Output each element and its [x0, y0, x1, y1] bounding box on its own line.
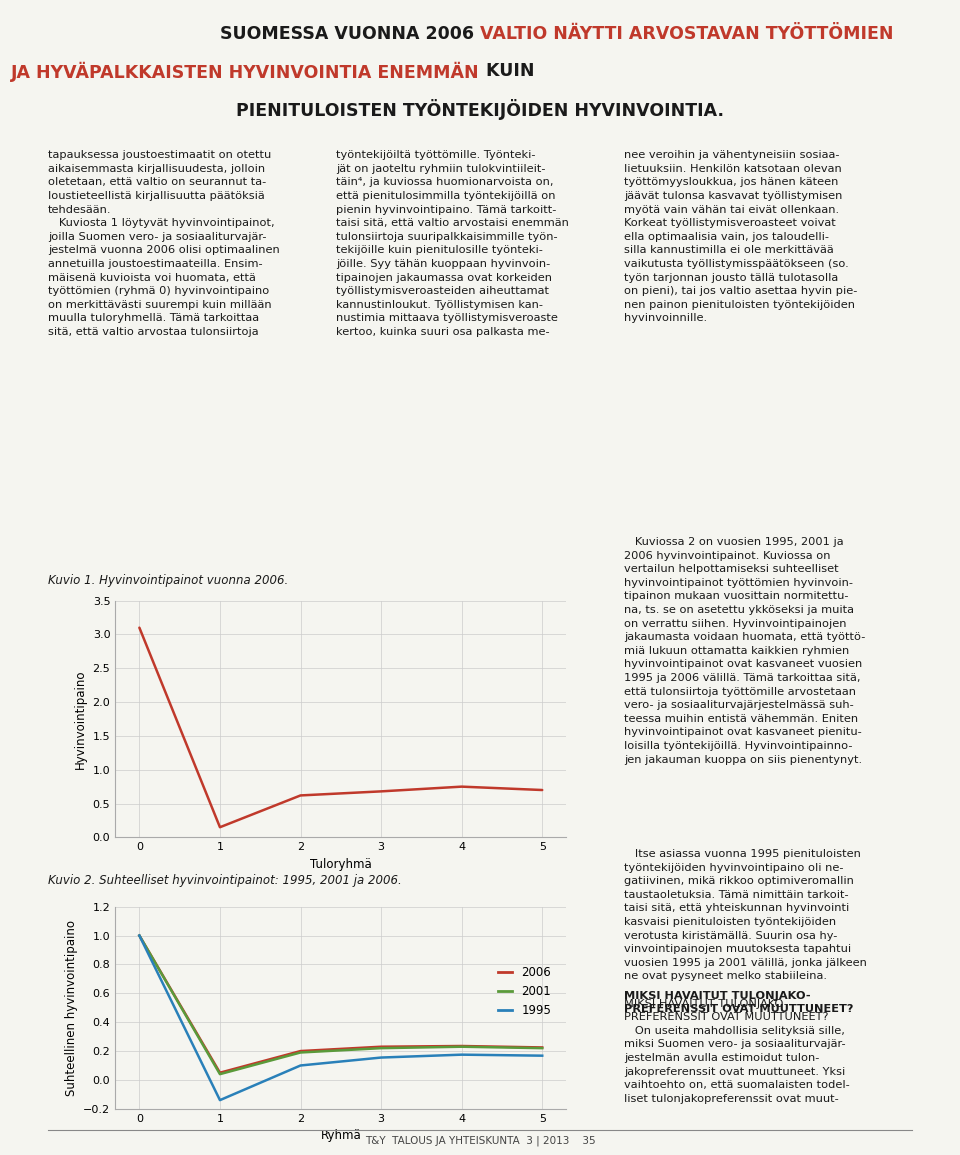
Text: PIENITULOISTEN TYÖNTEKIJÖIDEN HYVINVOINTIA.: PIENITULOISTEN TYÖNTEKIJÖIDEN HYVINVOINT…: [236, 99, 724, 120]
Text: Itse asiassa vuonna 1995 pienituloisten
työntekijöiden hyvinvointipaino oli ne-
: Itse asiassa vuonna 1995 pienituloisten …: [624, 849, 867, 1104]
Legend: 2006, 2001, 1995: 2006, 2001, 1995: [493, 961, 556, 1022]
Text: T&Y  TALOUS JA YHTEISKUNTA  3 | 2013    35: T&Y TALOUS JA YHTEISKUNTA 3 | 2013 35: [365, 1135, 595, 1146]
Text: MIKSI HAVAITUT TULONJAKO-
PREFERENSSIT OVAT MUUTTUNEET?: MIKSI HAVAITUT TULONJAKO- PREFERENSSIT O…: [624, 991, 853, 1014]
Text: VALTIO NÄYTTI ARVOSTAVAN TYÖTTÖMIEN: VALTIO NÄYTTI ARVOSTAVAN TYÖTTÖMIEN: [480, 24, 894, 43]
Y-axis label: Hyvinvointipaino: Hyvinvointipaino: [74, 669, 87, 769]
Text: nee veroihin ja vähentyneisiin sosiaa-
lietuuksiin. Henkilön katsotaan olevan
ty: nee veroihin ja vähentyneisiin sosiaa- l…: [624, 150, 857, 323]
Text: työntekijöiltä työttömille. Työnteki-
jät on jaoteltu ryhmiin tulokvintiileit-
t: työntekijöiltä työttömille. Työnteki- jä…: [336, 150, 569, 337]
Text: JA HYVÄPALKKAISTEN HYVINVOINTIA ENEMMÄN: JA HYVÄPALKKAISTEN HYVINVOINTIA ENEMMÄN: [12, 62, 480, 82]
X-axis label: Tuloryhmä: Tuloryhmä: [310, 858, 372, 871]
Y-axis label: Suhteellinen hyvinvointipaino: Suhteellinen hyvinvointipaino: [64, 919, 78, 1096]
Text: Kuvio 2. Suhteelliset hyvinvointipainot: 1995, 2001 ja 2006.: Kuvio 2. Suhteelliset hyvinvointipainot:…: [48, 874, 401, 887]
Text: Kuviossa 2 on vuosien 1995, 2001 ja
2006 hyvinvointipainot. Kuviossa on
vertailu: Kuviossa 2 on vuosien 1995, 2001 ja 2006…: [624, 537, 865, 765]
X-axis label: Ryhmä: Ryhmä: [321, 1130, 361, 1142]
Text: Kuvio 1. Hyvinvointipainot vuonna 2006.: Kuvio 1. Hyvinvointipainot vuonna 2006.: [48, 574, 288, 587]
Text: tapauksessa joustoestimaatit on otettu
aikaisemmasta kirjallisuudesta, jolloin
o: tapauksessa joustoestimaatit on otettu a…: [48, 150, 279, 337]
Text: KUIN: KUIN: [480, 62, 535, 80]
Text: SUOMESSA VUONNA 2006: SUOMESSA VUONNA 2006: [220, 24, 480, 43]
